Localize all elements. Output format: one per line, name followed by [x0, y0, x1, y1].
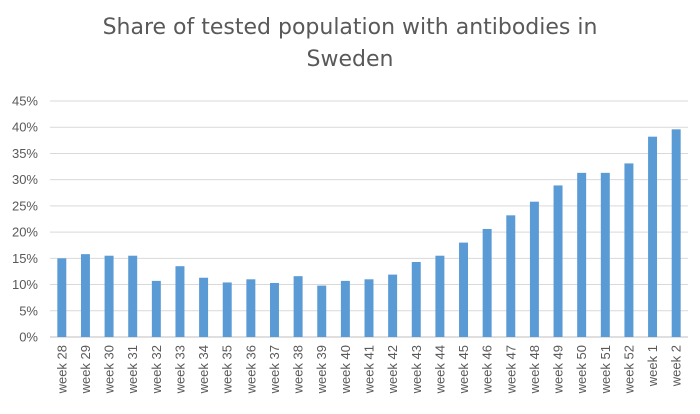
chart-title-line-1: Share of tested population with antibodi… — [102, 15, 598, 40]
bar — [529, 201, 539, 337]
x-tick-label: week 35 — [220, 345, 235, 394]
bar — [175, 266, 185, 337]
bar — [151, 280, 161, 337]
bar — [246, 279, 256, 337]
x-tick-label: week 40 — [338, 345, 353, 394]
x-tick-label: week 42 — [385, 345, 400, 394]
bar — [624, 163, 634, 337]
bar — [80, 254, 90, 337]
y-tick-label: 15% — [12, 251, 38, 266]
bar — [293, 276, 303, 337]
bar — [482, 228, 492, 337]
y-tick-label: 5% — [19, 303, 38, 318]
bar — [600, 172, 610, 337]
y-tick-label: 25% — [12, 198, 38, 213]
bar — [577, 172, 587, 337]
x-tick-label: week 34 — [196, 345, 211, 394]
y-tick-label: 40% — [12, 120, 38, 135]
x-tick-label: week 45 — [456, 345, 471, 394]
x-tick-label: week 1 — [645, 345, 660, 387]
x-tick-label: week 52 — [621, 345, 636, 394]
x-tick-label: week 43 — [409, 345, 424, 394]
bar — [317, 285, 327, 337]
x-tick-label: week 29 — [78, 345, 93, 394]
x-tick-label: week 37 — [267, 345, 282, 394]
x-tick-label: week 48 — [527, 345, 542, 394]
x-tick-label: week 49 — [551, 345, 566, 394]
x-tick-label: week 50 — [574, 345, 589, 394]
bar — [648, 136, 658, 337]
bar — [671, 129, 681, 337]
y-tick-label: 30% — [12, 172, 38, 187]
x-tick-label: week 44 — [432, 345, 447, 394]
x-tick-label: week 41 — [362, 345, 377, 394]
chart-title: Share of tested population with antibodi… — [0, 12, 700, 76]
x-tick-label: week 32 — [149, 345, 164, 394]
bar — [199, 277, 209, 337]
y-tick-label: 35% — [12, 146, 38, 161]
y-tick-label: 45% — [12, 94, 38, 109]
x-tick-label: week 31 — [125, 345, 140, 394]
bar — [553, 185, 563, 337]
bar — [459, 242, 469, 337]
y-tick-label: 20% — [12, 225, 38, 240]
bar — [506, 215, 516, 337]
x-tick-label: week 28 — [54, 345, 69, 394]
x-tick-label: week 2 — [669, 345, 684, 387]
bar — [340, 280, 350, 337]
bar — [128, 255, 138, 337]
bars — [57, 129, 681, 337]
x-tick-label: week 36 — [243, 345, 258, 394]
x-tick-label: week 51 — [598, 345, 613, 394]
bar — [104, 255, 114, 337]
x-tick-label: week 33 — [172, 345, 187, 394]
bar — [388, 274, 398, 337]
bar — [364, 279, 374, 337]
x-tick-label: week 38 — [291, 345, 306, 394]
x-tick-label: week 39 — [314, 345, 329, 394]
y-tick-label: 10% — [12, 277, 38, 292]
y-tick-label: 0% — [19, 330, 38, 345]
bar — [57, 258, 67, 337]
x-axis-ticks: week 28 week 29 week 30 week 31 week 32 week … — [54, 345, 683, 394]
bar — [269, 282, 279, 337]
bar — [411, 262, 421, 337]
bar — [435, 255, 445, 337]
x-tick-label: week 30 — [102, 345, 117, 394]
chart-title-line-2: Sweden — [306, 47, 394, 72]
x-tick-label: week 47 — [503, 345, 518, 394]
y-axis-ticks: 0% 5% 10% 15% 20% 25% 30% 35% 40% 45% — [12, 94, 38, 345]
bar — [222, 282, 232, 337]
x-tick-label: week 46 — [480, 345, 495, 394]
